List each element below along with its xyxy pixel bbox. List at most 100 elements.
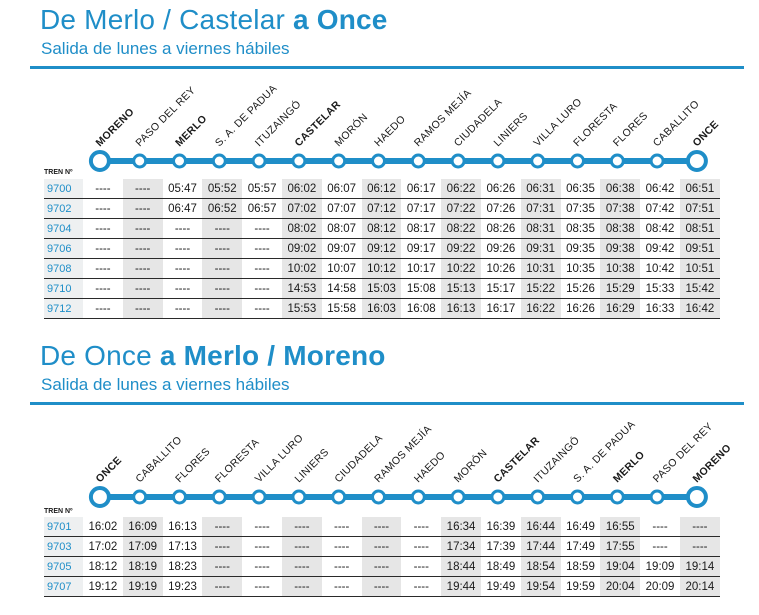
station-marker <box>291 153 307 169</box>
train-number: 9707 <box>44 576 83 597</box>
table-row: 9702 ---- ---- 06:47 06:52 06:57 07:02 07:07 07:… <box>44 198 720 219</box>
departure-time: ---- <box>242 238 282 259</box>
departure-time: 07:26 <box>480 198 521 219</box>
departure-time: 06:31 <box>520 179 561 199</box>
departure-time: 15:08 <box>401 278 442 299</box>
departure-time: 19:23 <box>162 576 203 597</box>
table-row: 9704 ---- ---- ---- ---- ---- 08:02 08:07 08:12 0… <box>44 218 720 239</box>
departure-time: 19:12 <box>83 576 123 597</box>
departure-time: 07:35 <box>560 198 601 219</box>
tren-label: TREN Nº <box>44 508 73 515</box>
timetable: 9700 ---- ---- 05:47 05:52 05:57 06:02 06:07 06:… <box>44 179 720 319</box>
station-label: MORÓN <box>451 446 490 485</box>
departure-time: ---- <box>83 298 123 319</box>
table-row: 9707 19:12 19:19 19:23 ---- ---- ---- ---- ---- -… <box>44 576 720 597</box>
departure-time: 06:57 <box>242 198 282 219</box>
departure-time: ---- <box>401 536 442 557</box>
title-light: De Once <box>40 340 152 371</box>
departure-time: 16:13 <box>162 517 203 537</box>
departure-time: ---- <box>202 258 243 279</box>
departure-time: 18:12 <box>83 556 123 577</box>
station-label: MORENO <box>691 442 734 485</box>
departure-time: 07:17 <box>401 198 442 219</box>
station-marker <box>609 489 625 505</box>
departure-time: 06:26 <box>480 179 521 199</box>
departure-time: 16:44 <box>520 517 561 537</box>
departure-time: 19:59 <box>560 576 601 597</box>
station-marker <box>211 489 227 505</box>
departure-time: ---- <box>679 517 720 537</box>
departure-time: 19:14 <box>679 556 720 577</box>
station-marker <box>88 486 111 508</box>
station-marker <box>331 489 347 505</box>
departure-time: ---- <box>83 179 123 199</box>
departure-time: 15:58 <box>321 298 362 319</box>
train-number: 9704 <box>44 218 83 239</box>
table-row: 9712 ---- ---- ---- ---- ---- 15:53 15:58 16:03 1… <box>44 298 720 319</box>
table-row: 9700 ---- ---- 05:47 05:52 05:57 06:02 06:07 06:… <box>44 179 720 199</box>
table-row: 9703 17:02 17:09 17:13 ---- ---- ---- ---- ---- -… <box>44 536 720 557</box>
departure-time: 07:22 <box>441 198 481 219</box>
departure-time: ---- <box>122 258 163 279</box>
title-light: De Merlo / Castelar <box>40 4 285 35</box>
departure-time: ---- <box>640 536 680 557</box>
departure-time: ---- <box>122 218 163 239</box>
departure-time: 06:35 <box>560 179 601 199</box>
departure-time: 08:22 <box>441 218 481 239</box>
title-bold: Once <box>316 4 388 35</box>
timetable-section: De Merlo / Castelar a Once Salida de lun… <box>30 4 744 319</box>
departure-time: 15:53 <box>281 298 322 319</box>
departure-time: 10:02 <box>281 258 322 279</box>
departure-time: ---- <box>321 536 362 557</box>
departure-time: 07:02 <box>281 198 322 219</box>
station-marker <box>570 153 585 169</box>
station-marker <box>172 153 187 169</box>
departure-time: ---- <box>242 298 282 319</box>
departure-time: 16:33 <box>640 298 680 319</box>
departure-time: ---- <box>242 517 282 537</box>
station-marker <box>291 489 307 505</box>
departure-time: 06:47 <box>162 198 203 219</box>
departure-time: 10:26 <box>480 258 521 279</box>
departure-time: 05:52 <box>202 179 243 199</box>
departure-time: 16:17 <box>480 298 521 319</box>
station-marker <box>211 153 227 169</box>
departure-time: ---- <box>321 556 362 577</box>
table-row: 9706 ---- ---- ---- ---- ---- 09:02 09:07 09:12 0… <box>44 238 720 259</box>
departure-time: 15:03 <box>361 278 402 299</box>
departure-time: ---- <box>83 198 123 219</box>
departure-time: 09:31 <box>520 238 561 259</box>
station-marker <box>570 489 585 505</box>
departure-time: 06:51 <box>679 179 720 199</box>
departure-time: ---- <box>361 536 402 557</box>
station-marker <box>371 153 386 169</box>
departure-time: ---- <box>321 576 362 597</box>
departure-time: 09:02 <box>281 238 322 259</box>
departure-time: 19:09 <box>640 556 680 577</box>
station-marker <box>371 489 386 505</box>
departure-time: 10:31 <box>520 258 561 279</box>
station-label: LINIERS <box>293 446 332 485</box>
departure-time: ---- <box>83 278 123 299</box>
departure-time: 18:44 <box>441 556 481 577</box>
station-marker <box>530 153 546 169</box>
departure-time: 09:22 <box>441 238 481 259</box>
departure-time: ---- <box>202 576 243 597</box>
departure-time: 16:39 <box>480 517 521 537</box>
departure-time: 09:35 <box>560 238 601 259</box>
departure-time: 06:42 <box>640 179 680 199</box>
train-number: 9706 <box>44 238 83 259</box>
station-marker <box>251 153 267 169</box>
departure-time: ---- <box>281 536 322 557</box>
departure-time: 14:58 <box>321 278 362 299</box>
table-row: 9701 16:02 16:09 16:13 ---- ---- ---- ---- ---- -… <box>44 517 720 537</box>
departure-time: ---- <box>242 218 282 239</box>
departure-time: ---- <box>122 298 163 319</box>
departure-time: ---- <box>122 238 163 259</box>
departure-time: ---- <box>202 238 243 259</box>
departure-time: ---- <box>361 517 402 537</box>
departure-time: ---- <box>679 536 720 557</box>
station-marker <box>450 489 466 505</box>
departure-time: ---- <box>321 517 362 537</box>
